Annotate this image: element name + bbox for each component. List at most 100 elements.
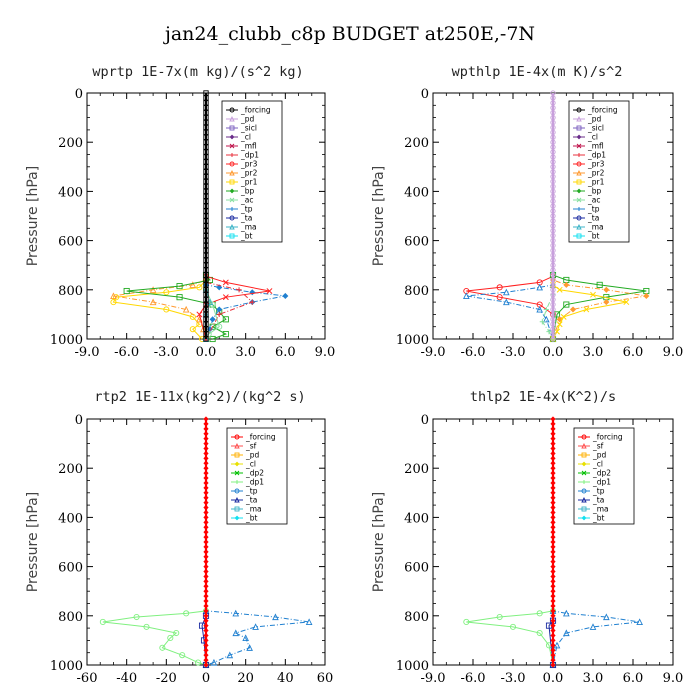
- data-point: [496, 294, 503, 301]
- data-point: [203, 608, 209, 614]
- series-line: [552, 93, 627, 340]
- x-tick-label: 3.0: [583, 671, 604, 686]
- data-point: [583, 306, 590, 313]
- data-point: [550, 282, 556, 288]
- data-point: [203, 416, 209, 422]
- legend-entry: _ma: [240, 223, 257, 232]
- y-tick-label: 200: [58, 462, 83, 477]
- data-point: [550, 593, 556, 599]
- data-point: [206, 298, 214, 306]
- legend-marker: [576, 161, 582, 167]
- data-point: [550, 440, 556, 447]
- data-point: [203, 632, 209, 639]
- data-point: [550, 627, 556, 634]
- data-point: [550, 213, 556, 219]
- data-point: [550, 272, 556, 278]
- x-tick-label: -3.0: [500, 345, 525, 360]
- legend-marker: [234, 434, 240, 440]
- data-point: [550, 637, 556, 644]
- legend-entry: _sicl: [240, 124, 257, 133]
- data-point: [550, 124, 556, 131]
- legend-entry: _forcing: [592, 433, 623, 442]
- legend-entry: _ac: [240, 196, 253, 205]
- data-point: [550, 529, 556, 535]
- y-tick-label: 1000: [396, 659, 429, 674]
- x-tick-label: 6.0: [623, 345, 644, 360]
- data-point: [643, 292, 650, 299]
- data-point: [203, 149, 209, 155]
- y-tick-label: 400: [58, 511, 83, 526]
- data-point: [203, 301, 209, 308]
- data-point: [149, 286, 157, 293]
- legend-entry: _pd: [245, 451, 260, 460]
- data-point: [550, 598, 556, 604]
- data-point: [550, 267, 556, 273]
- x-tick-label: -40: [116, 671, 137, 686]
- legend-entry: _tp: [592, 487, 605, 496]
- legend-marker: [576, 115, 582, 122]
- data-point: [550, 287, 556, 293]
- legend-entry: _bp: [240, 187, 255, 196]
- data-point: [216, 311, 222, 317]
- legend-marker: [581, 515, 587, 521]
- data-point: [110, 292, 117, 299]
- legend-marker: [234, 452, 240, 458]
- data-point: [550, 455, 556, 461]
- data-point: [550, 504, 556, 511]
- data-point: [546, 329, 552, 335]
- data-point: [203, 296, 209, 303]
- data-point: [305, 618, 313, 625]
- y-tick-label: 1000: [50, 659, 83, 674]
- panel-title: wpthlp 1E-4x(m K)/s^2: [452, 64, 623, 80]
- data-point: [550, 100, 556, 106]
- data-point: [463, 292, 470, 299]
- data-point: [203, 647, 209, 653]
- data-point: [550, 583, 556, 589]
- data-point: [550, 277, 556, 283]
- data-point: [550, 105, 556, 111]
- data-point: [203, 203, 209, 209]
- data-point: [203, 237, 209, 244]
- legend-entry: _bt: [240, 232, 253, 241]
- data-point: [496, 613, 503, 621]
- legend-marker: [234, 470, 240, 476]
- data-point: [203, 490, 209, 496]
- data-point: [210, 658, 218, 666]
- x-tick-label: 9.0: [663, 671, 684, 686]
- y-tick-label: 200: [404, 462, 429, 477]
- y-axis-label: Pressure [hPa]: [25, 492, 41, 592]
- data-point: [550, 445, 556, 452]
- legend: _forcing_pd_sicl_cl_mfl_dp1_pr3_pr2_pr1_…: [568, 100, 630, 243]
- legend-entry: _ta: [245, 496, 257, 505]
- data-point: [203, 662, 209, 668]
- x-tick-label: 6.0: [623, 671, 644, 686]
- data-point: [203, 267, 209, 273]
- data-point: [203, 642, 209, 648]
- data-point: [203, 495, 209, 501]
- data-point: [463, 618, 470, 626]
- data-point: [550, 228, 556, 234]
- data-point: [563, 629, 570, 637]
- data-point: [550, 485, 556, 491]
- data-point: [550, 539, 556, 545]
- y-axis-label: Pressure [hPa]: [371, 166, 387, 266]
- data-point: [203, 475, 209, 481]
- data-point: [563, 281, 570, 288]
- legend-entry: _tp: [240, 205, 253, 214]
- legend-marker: [576, 223, 582, 230]
- data-point: [589, 623, 597, 630]
- data-point: [536, 305, 543, 313]
- data-point: [203, 124, 209, 131]
- y-axis-label: Pressure [hPa]: [371, 492, 387, 592]
- data-point: [550, 252, 556, 259]
- data-point: [550, 164, 556, 170]
- data-point: [550, 296, 556, 303]
- data-point: [543, 315, 550, 323]
- data-point: [203, 431, 209, 437]
- legend-marker: [229, 143, 235, 149]
- data-point: [203, 573, 209, 580]
- data-point: [203, 292, 209, 298]
- legend-entry: _forcing: [240, 106, 271, 115]
- data-point: [550, 662, 556, 668]
- legend-entry: _bt: [592, 514, 605, 523]
